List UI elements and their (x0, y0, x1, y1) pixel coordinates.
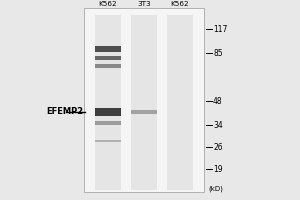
Text: 26: 26 (213, 142, 223, 152)
Bar (95, 46, 121, 52)
Text: 34: 34 (213, 120, 223, 130)
Bar (95, 108, 121, 116)
Bar (95, 15, 121, 190)
Bar (131, 110, 157, 114)
Text: 3T3: 3T3 (137, 1, 151, 7)
Text: K562: K562 (99, 1, 117, 7)
Text: 19: 19 (213, 164, 223, 173)
Bar (131, 15, 157, 190)
Bar (95, 140, 121, 142)
Text: EFEMP2: EFEMP2 (46, 108, 84, 116)
Bar (95, 121, 121, 125)
Bar (84, 8, 204, 192)
Text: (kD): (kD) (208, 186, 224, 192)
Text: 85: 85 (213, 48, 223, 58)
Bar (95, 64, 121, 68)
Text: 117: 117 (213, 24, 227, 33)
Bar (167, 15, 193, 190)
Bar (95, 56, 121, 60)
Text: 48: 48 (213, 97, 223, 106)
Text: K562: K562 (171, 1, 189, 7)
